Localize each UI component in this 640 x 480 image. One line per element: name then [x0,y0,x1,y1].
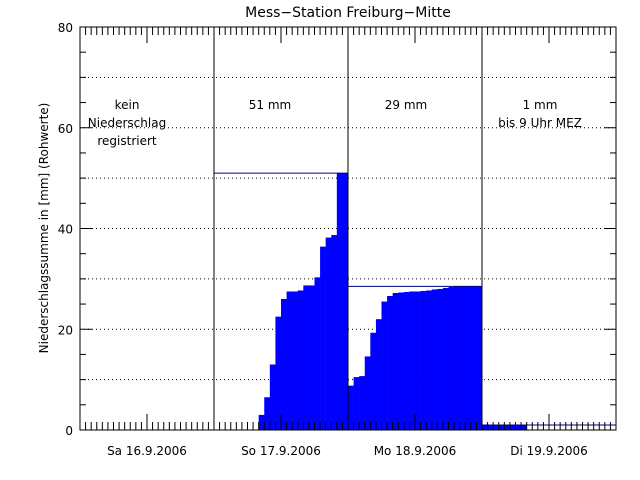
bar [331,235,338,430]
y-tick-label: 80 [58,21,73,35]
bar [303,285,310,430]
bar [459,286,466,430]
bar [364,356,371,430]
bar [482,424,488,430]
bar [370,332,377,430]
day-annotation: 51 mm [249,98,291,112]
bar [509,424,516,430]
bar [465,286,472,430]
bar [381,301,388,430]
y-tick-label: 60 [58,122,73,136]
bar [470,286,477,430]
bar [504,424,511,430]
bar [348,385,354,430]
bar [403,291,410,430]
bar [476,286,483,430]
axis-ticks [80,26,616,431]
bar [342,173,349,430]
bar [387,296,393,430]
bar [308,285,315,430]
bar [426,290,433,430]
bar [292,291,299,430]
bar [487,424,494,430]
bar [297,290,304,430]
bar [409,291,416,430]
bar [264,397,271,430]
bar [398,292,405,430]
day-annotation: 29 mm [385,98,427,112]
bar [325,237,332,430]
bar [454,286,460,430]
day-annotation: bis 9 Uhr MEZ [498,116,582,130]
y-tick-label: 0 [65,424,73,438]
bar [320,246,326,430]
bar [269,364,276,430]
bar [515,424,522,430]
bar [521,424,527,430]
day-annotation: Niederschlag [88,116,166,130]
day-annotation: 1 mm [523,98,558,112]
bar [359,376,366,430]
bar [493,424,500,430]
day-label: Di 19.9.2006 [510,444,587,458]
bar [392,292,399,430]
day-separators [213,27,483,430]
bars [258,173,527,430]
bar [498,424,505,430]
bar [314,277,321,430]
bar [286,291,293,430]
bar [353,377,360,430]
bar [437,288,444,430]
bar [275,316,282,430]
bar [336,173,343,430]
bar [448,286,455,430]
bar [375,319,382,430]
day-annotation: kein [115,98,140,112]
day-label: So 17.9.2006 [241,444,321,458]
y-tick-label: 20 [58,323,73,337]
chart-title: Mess−Station Freiburg−Mitte [245,5,451,21]
bar [420,290,427,430]
day-annotation: registriert [97,134,157,148]
y-tick-label: 40 [58,223,73,237]
bar [431,289,438,430]
bar [258,414,265,430]
day-label: Sa 16.9.2006 [107,444,187,458]
bar [442,287,449,430]
bar [415,291,421,430]
y-axis-label: Niederschlagssumme in [mm] (Rohwerte) [37,103,51,354]
bar [281,299,287,430]
day-label: Mo 18.9.2006 [374,444,457,458]
